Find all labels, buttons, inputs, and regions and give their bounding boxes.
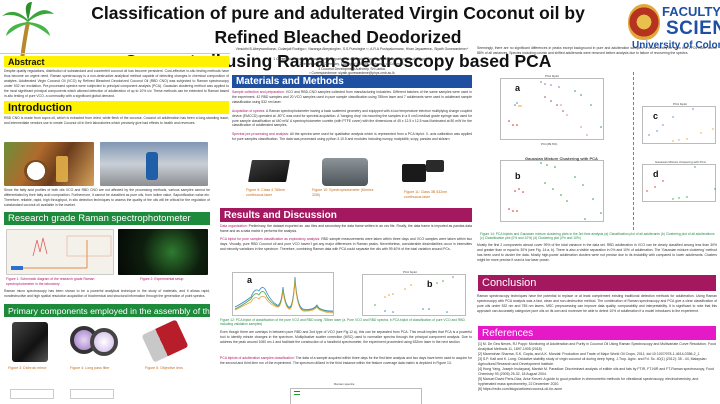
logo-science: SCIENCE: [666, 18, 720, 39]
affiliation: • Correspondence: siyath.gunewardene@phy…: [309, 71, 395, 76]
component-image: [10, 389, 54, 399]
methods-p1-label: Sample collection and preparation:: [232, 90, 285, 94]
methods-heading: Materials and Methods: [232, 75, 472, 88]
results-p1-label: Data organization:: [220, 224, 248, 228]
figure-10-caption: Figure 10: Spectrophotometer (Kimera 328…: [312, 188, 374, 197]
figure-14-caption: Figure 14: PCA biplots and Gaussian mixt…: [480, 232, 715, 241]
figure-9-caption: Figure 9: Class 4 785nm continuous laser: [246, 188, 286, 197]
title-line-1: Classification of pure and adulterated V…: [91, 3, 585, 47]
chart-label-a: a: [515, 83, 521, 93]
coconut-oil-photo: [4, 142, 94, 186]
methods-p2-label: Acquisition of spectra:: [232, 108, 266, 113]
chart-label-a: a: [247, 275, 253, 285]
chart-label-c: c: [653, 111, 659, 121]
chart-title: PCA biplot: [545, 74, 560, 78]
chart-label-d: d: [653, 169, 659, 179]
divider: [0, 53, 230, 54]
raman-text: Raman micro spectroscopy has been shown …: [4, 289, 210, 298]
introduction-heading: Introduction: [4, 101, 229, 115]
references-list: [1] M. De Gea Neves, RJ Poppi: Monitorin…: [478, 342, 716, 392]
university-crest-icon: [628, 4, 660, 40]
785nm-laser-image: [248, 160, 290, 182]
pca-biplot-0-10-chart: PCA biplot c: [642, 102, 716, 144]
chart-title: Gaussian Mixture Clustering with PCA: [655, 160, 706, 164]
reference-item: [2] Manmohan Sharma, S.K. Gupta, and A.K…: [478, 352, 700, 356]
figure-12-caption: Figure 12: PCA biplot of classification …: [220, 318, 465, 327]
references-heading: References: [478, 326, 716, 340]
reference-item: [6] https://redio.com/blogs/articles/coc…: [478, 387, 563, 391]
pca-biplot-adulterants-chart: PCA biplot a PC1(99.6%): [500, 74, 604, 146]
results-p1: Data organization: Preliminary, the data…: [220, 224, 473, 233]
results-p3: Even though there are overlaps in betwee…: [220, 330, 472, 344]
methods-p1: Sample collection and preparation: VCO a…: [232, 90, 473, 104]
results-p2-label: PCA biplot for pure samples classificati…: [220, 236, 321, 241]
right-intro-text: Seemingly, there are no significant diff…: [477, 46, 717, 55]
figure-2-caption: Figure 2: Experimental setup: [140, 277, 184, 281]
raman-spectra-title: Raman spectra: [334, 382, 355, 386]
poster-title: Classification of pure and adulterated V…: [58, 1, 618, 73]
components-heading: Primary components employed in the assem…: [4, 304, 238, 317]
component-image: [70, 389, 114, 399]
methods-p2: Acquisition of spectra: A Raman spectrop…: [232, 108, 472, 128]
results-p4: PCA biplots of adulteration samples clas…: [220, 356, 472, 365]
532nm-laser-image: [400, 160, 444, 184]
authors: Vimukthi B.Abeywardhana¹, Dulanjali Rodr…: [235, 47, 469, 51]
abstract-text: Despite quality regulations, distributio…: [4, 69, 229, 98]
figure-4-caption: Figure 4: Long pass filter: [70, 366, 110, 370]
reference-item: [4] Hong Yang, Joseph Irudayaraj, Manish…: [478, 367, 714, 376]
gmm-clustering-0-10-chart: Gaussian Mixture Clustering with PCA d: [642, 160, 716, 202]
logo-university: University of Colombo: [632, 40, 720, 51]
logo-faculty-of: FACULTY OF: [662, 4, 720, 19]
figure-5-caption: Figure 5: Objective lens: [145, 366, 183, 370]
figure-3-caption: Figure 3: Dichroic mirror: [8, 366, 47, 370]
figure-1-caption: Figure 1: Schematic diagram of the resea…: [6, 277, 95, 286]
faculty-logo: FACULTY OF SCIENCE University of Colombo: [628, 2, 720, 58]
raman-heading: Research grade Raman spectrophotometer: [4, 212, 210, 225]
chart-label-b: b: [427, 279, 433, 289]
objective-lens-image: [141, 319, 189, 363]
results-p4-label: PCA biplots of adulteration samples clas…: [220, 356, 295, 360]
affiliation: 1 Center for Instrument Development, Dep…: [273, 57, 431, 61]
right-p1: Mostly the first 2 components almost cov…: [477, 243, 717, 262]
spectrophotometer-image: [322, 158, 368, 186]
abstract-heading: Abstract: [4, 56, 229, 67]
reference-item: [1] M. De Gea Neves, RJ Poppi: Monitorin…: [478, 342, 716, 351]
affiliations: 1 Center for Instrument Development, Dep…: [232, 57, 472, 76]
results-heading: Results and Discussion: [220, 208, 472, 222]
conclusion-heading: Conclusion: [478, 275, 716, 291]
reference-item: [3] S.P. Kalt and K. Long: Oxidative sta…: [478, 357, 707, 366]
experimental-setup-photo: [118, 229, 208, 275]
affiliation: 2Department of Chemistry, Faculty of Sci…: [299, 61, 405, 66]
dashed-divider: [633, 72, 634, 230]
introduction-text: RBD CNO is made from copra oil, which is…: [4, 116, 229, 126]
chart-title: PCA biplot: [403, 270, 418, 274]
schematic-diagram: [6, 229, 114, 275]
introduction-text-2: Since the fatty acid profiles of both oi…: [4, 188, 210, 207]
chart-label-b: b: [515, 171, 521, 181]
left-column: Abstract Despite quality regulations, di…: [4, 56, 229, 126]
chart-title: Gaussian Mixture Clustering with PCA: [525, 156, 598, 161]
chart-title: PCA biplot: [673, 102, 688, 106]
affiliation: 3 Coconut Development Authority, Sri Lan…: [318, 66, 386, 71]
chart-xlabel: PC1(99.6%): [541, 142, 558, 146]
results-section: Results and Discussion Data organization…: [220, 208, 472, 252]
raman-spectra-chart-13: [290, 388, 422, 404]
title-line-2: Coconut oil using Raman spectroscopy bas…: [124, 51, 552, 71]
methods-p3-label: Spectral pre-processing and analysis:: [232, 132, 289, 137]
raman-spectra-chart: a: [232, 272, 334, 316]
pca-biplot-chart: PCA biplot b: [362, 270, 466, 316]
results-p2: PCA biplot for pure samples classificati…: [220, 236, 472, 251]
middle-column: Materials and Methods Sample collection …: [232, 75, 472, 142]
methods-p3: Spectral pre-processing and analysis: Al…: [232, 132, 472, 142]
factory-photo: [100, 142, 208, 186]
gmm-clustering-chart: Gaussian Mixture Clustering with PCA b: [500, 156, 604, 222]
conclusion-text: Raman spectroscopy techniques have the p…: [477, 294, 717, 313]
figure-11-caption: Figure 11: Class 3B 532nm continuous las…: [404, 190, 448, 199]
long-pass-filter-image: [70, 322, 120, 360]
dichroic-mirror-image: [12, 322, 48, 362]
reference-item: [5] Manuel David Peris-Diaz, Artur Kreze…: [478, 377, 699, 386]
